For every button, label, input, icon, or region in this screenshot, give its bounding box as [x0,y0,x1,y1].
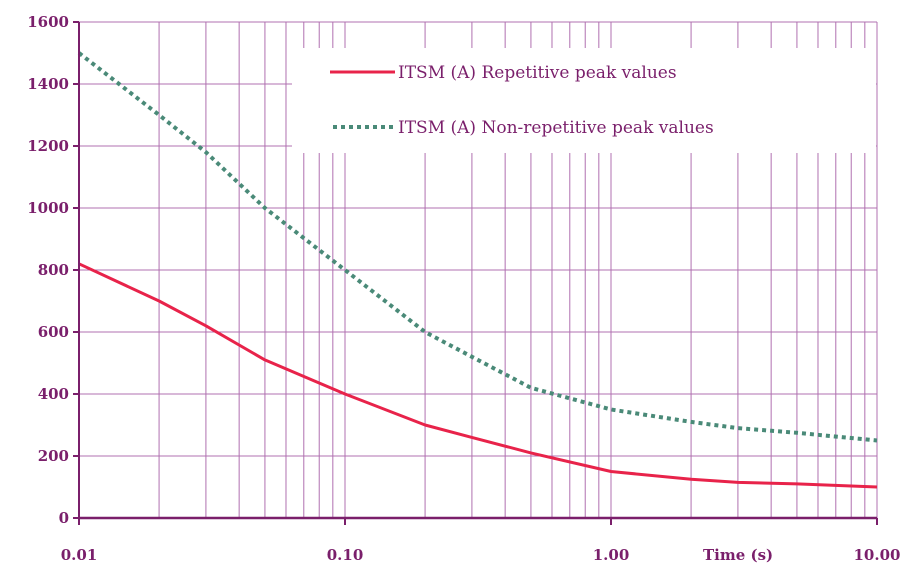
series-line-repetitive [78,262,878,489]
series-line-non-repetitive [77,51,878,443]
y-tick-label: 0 [59,509,69,527]
x-tick-label: 10.00 [854,546,901,564]
y-tick-label: 400 [38,385,69,403]
y-tick-label: 1400 [27,75,69,93]
grid-lines [79,21,878,518]
legend-background [292,48,876,153]
x-tick-label: 1.00 [593,546,630,564]
axes [73,21,878,525]
x-tick-label: 0.01 [61,546,98,564]
tick-labels: 0 200 400 600 800 1000 1200 1400 1600 0.01 0.10 1.0… [27,13,900,564]
y-tick-label: 800 [38,261,69,279]
legend: ITSM (A) Repetitive peak values ITSM (A)… [330,63,714,138]
legend-label-non-repetitive: ITSM (A) Non-repetitive peak values [398,118,714,138]
legend-label-repetitive: ITSM (A) Repetitive peak values [398,63,677,83]
y-tick-label: 200 [38,447,69,465]
y-tick-label: 1200 [27,137,69,155]
series-layer [77,51,878,489]
x-axis-label: Time (s) [703,546,773,564]
y-tick-label: 600 [38,323,69,341]
y-tick-label: 1000 [27,199,69,217]
y-tick-label: 1600 [27,13,69,31]
x-tick-label: 0.10 [327,546,364,564]
